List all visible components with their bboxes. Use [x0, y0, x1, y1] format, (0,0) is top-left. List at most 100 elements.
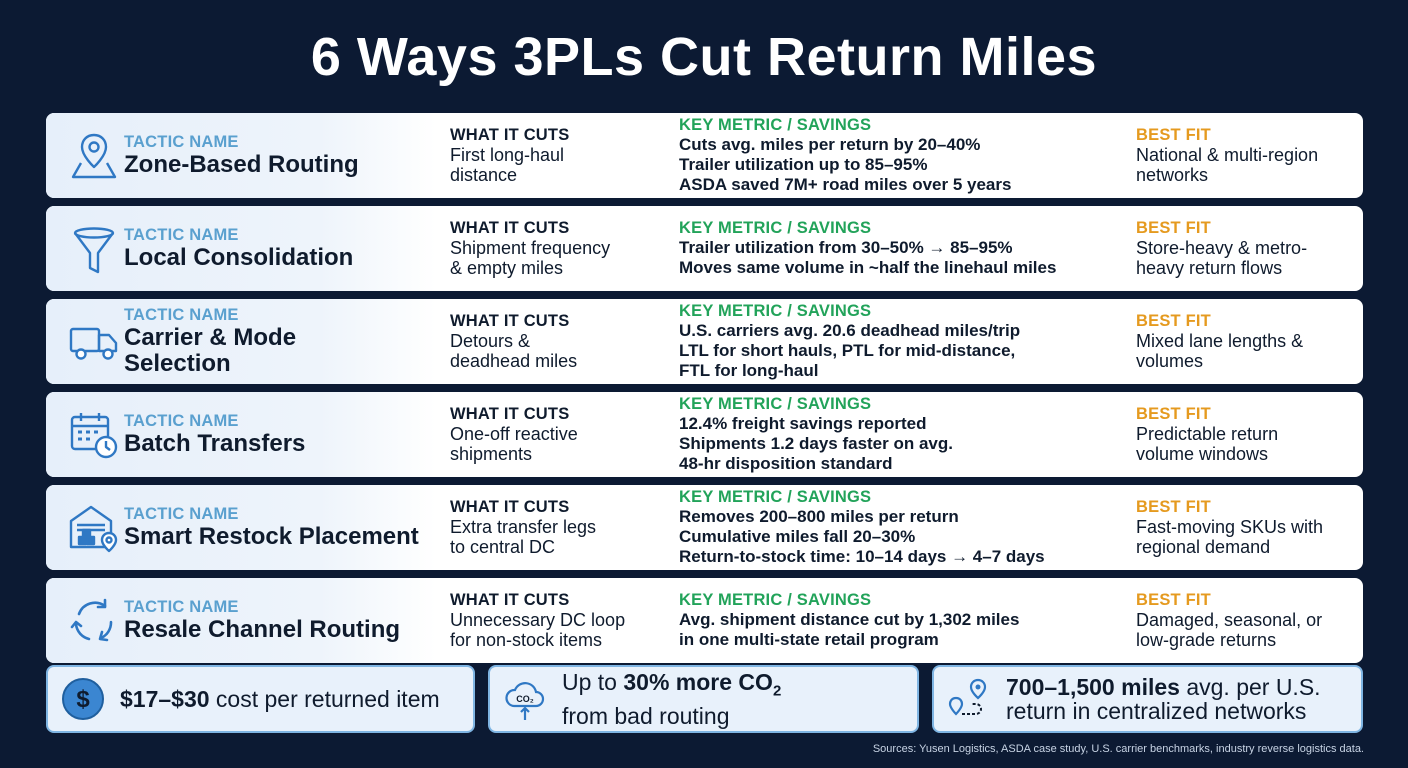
metric-text: FTL for long-haul [679, 361, 819, 380]
cuts-text: Unnecessary DC loop [450, 610, 626, 630]
warehouse-pin-icon [54, 485, 134, 570]
svg-text:CO₂: CO₂ [516, 694, 534, 704]
fit-text: Predictable return [1136, 424, 1279, 444]
tactic-name: Local Consolidation [124, 244, 354, 271]
fit-label: BEST FIT [1136, 591, 1211, 609]
fit-label: BEST FIT [1136, 312, 1211, 330]
metric-label: KEY METRIC / SAVINGS [679, 219, 872, 237]
cuts-text: Shipment frequency [450, 238, 611, 258]
cuts-label: WHAT IT CUTS [450, 219, 570, 237]
tactics-table: TACTIC NAME Zone-Based Routing WHAT IT C… [46, 113, 1363, 671]
calendar-clock-icon [54, 392, 134, 477]
cuts-text: deadhead miles [450, 351, 578, 371]
stat-card-co2: CO₂ Up to 30% more CO2 from bad routing [488, 665, 919, 733]
tactic-name: Zone-Based Routing [124, 151, 359, 178]
fit-text: volumes [1136, 351, 1204, 371]
fit-text: Damaged, seasonal, or [1136, 610, 1323, 630]
cuts-label: WHAT IT CUTS [450, 405, 570, 423]
stat-miles-text: avg. per U.S. [1179, 674, 1321, 700]
stat-cost-value: $17–$30 [120, 686, 210, 712]
cuts-label: WHAT IT CUTS [450, 312, 570, 330]
fit-text: networks [1136, 165, 1209, 185]
metric-label: KEY METRIC / SAVINGS [679, 302, 872, 320]
fit-label: BEST FIT [1136, 405, 1211, 423]
funnel-icon [54, 206, 134, 291]
cuts-text: distance [450, 165, 518, 185]
tactic-label: TACTIC NAME [124, 598, 239, 616]
stat-card-miles: 700–1,500 miles avg. per U.S. return in … [932, 665, 1363, 733]
metric-text: Return-to-stock time: 10–14 days → 4–7 d… [679, 547, 1045, 566]
fit-label: BEST FIT [1136, 126, 1211, 144]
truck-icon [54, 299, 134, 384]
stat-miles-value: 700–1,500 miles [1006, 674, 1180, 700]
metric-text: Cuts avg. miles per return by 20–40% [679, 135, 981, 154]
stat-card-cost: $ $17–$30 cost per returned item [46, 665, 475, 733]
tactic-name: Carrier & Mode [124, 324, 297, 351]
cuts-text: & empty miles [450, 258, 564, 278]
tactic-label: TACTIC NAME [124, 306, 239, 324]
cuts-text: First long-haul [450, 145, 565, 165]
metric-label: KEY METRIC / SAVINGS [679, 395, 872, 413]
fit-text: regional demand [1136, 537, 1271, 557]
fit-text: Mixed lane lengths & [1136, 331, 1304, 351]
cuts-text: Extra transfer legs [450, 517, 597, 537]
stat-miles-text-line2: return in centralized networks [1006, 698, 1307, 724]
co2-cloud-icon: CO₂ [505, 682, 545, 720]
tactic-name: Resale Channel Routing [124, 616, 401, 643]
sources-note: Sources: Yusen Logistics, ASDA case stud… [872, 743, 1364, 755]
stat-co2-prefix: Up to [562, 669, 624, 696]
route-pins-icon [948, 678, 987, 716]
stat-co2-value: 30% more CO [623, 669, 773, 696]
tactic-row-carrier-mode-selection: TACTIC NAME Carrier & Mode Selection WHA… [46, 299, 1363, 384]
cuts-text: shipments [450, 444, 533, 464]
tactic-name: Smart Restock Placement [124, 523, 419, 550]
cuts-label: WHAT IT CUTS [450, 591, 570, 609]
tactic-label: TACTIC NAME [124, 412, 239, 430]
fit-text: Store-heavy & metro- [1136, 238, 1308, 258]
cuts-text: for non-stock items [450, 630, 603, 650]
metric-text: Shipments 1.2 days faster on avg. [679, 434, 953, 453]
tactic-row-resale-channel-routing: TACTIC NAME Resale Channel Routing WHAT … [46, 578, 1363, 663]
stats-bar: $ $17–$30 cost per returned item CO₂ Up … [46, 665, 1363, 733]
stat-co2-text: from bad routing [562, 702, 730, 729]
tactic-name: Selection [124, 350, 231, 377]
tactic-label: TACTIC NAME [124, 133, 239, 151]
dollar-coin-icon: $ [62, 678, 104, 720]
cuts-text: One-off reactive [450, 424, 578, 444]
cuts-text: to central DC [450, 537, 556, 557]
metric-text: 48-hr disposition standard [679, 454, 893, 473]
page-title: 6 Ways 3PLs Cut Return Miles [310, 27, 1098, 87]
map-pin-icon [54, 113, 134, 198]
tactic-label: TACTIC NAME [124, 505, 239, 523]
metric-text: Moves same volume in ~half the linehaul … [679, 258, 1057, 277]
fit-text: National & multi-region [1136, 145, 1319, 165]
fit-label: BEST FIT [1136, 219, 1211, 237]
fit-text: volume windows [1136, 444, 1269, 464]
metric-text: Avg. shipment distance cut by 1,302 mile… [679, 610, 1020, 629]
tactic-row-local-consolidation: TACTIC NAME Local Consolidation WHAT IT … [46, 206, 1363, 291]
fit-text: low-grade returns [1136, 630, 1277, 650]
recycle-arrows-icon [54, 578, 134, 663]
metric-label: KEY METRIC / SAVINGS [679, 116, 872, 134]
tactic-label: TACTIC NAME [124, 226, 239, 244]
metric-text: Trailer utilization from 30–50% → 85–95% [679, 238, 1013, 257]
fit-text: heavy return flows [1136, 258, 1283, 278]
metric-text: Trailer utilization up to 85–95% [679, 155, 928, 174]
metric-text: in one multi-state retail program [679, 630, 939, 649]
tactic-row-smart-restock-placement: TACTIC NAME Smart Restock Placement WHAT… [46, 485, 1363, 570]
metric-text: Cumulative miles fall 20–30% [679, 527, 916, 546]
metric-text: LTL for short hauls, PTL for mid-distanc… [679, 341, 1016, 360]
tactic-name: Batch Transfers [124, 430, 306, 457]
metric-text: Removes 200–800 miles per return [679, 507, 959, 526]
cuts-label: WHAT IT CUTS [450, 498, 570, 516]
svg-text:$: $ [76, 686, 90, 713]
fit-text: Fast-moving SKUs with [1136, 517, 1324, 537]
metric-text: U.S. carriers avg. 20.6 deadhead miles/t… [679, 321, 1021, 340]
metric-label: KEY METRIC / SAVINGS [679, 488, 872, 506]
metric-label: KEY METRIC / SAVINGS [679, 591, 872, 609]
stat-cost-text: cost per returned item [209, 686, 440, 712]
tactic-row-zone-based-routing: TACTIC NAME Zone-Based Routing WHAT IT C… [46, 113, 1363, 198]
metric-text: ASDA saved 7M+ road miles over 5 years [679, 175, 1012, 194]
fit-label: BEST FIT [1136, 498, 1211, 516]
cuts-label: WHAT IT CUTS [450, 126, 570, 144]
